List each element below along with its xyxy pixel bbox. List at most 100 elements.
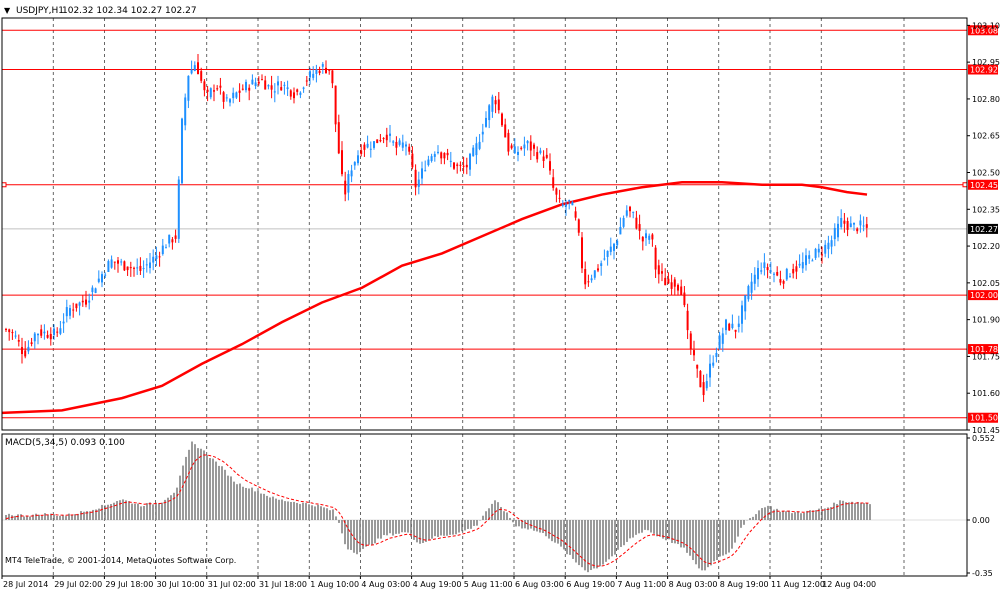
level-handle-right[interactable] [962,182,968,188]
time-label: 28 Jul 2014 [3,580,48,589]
candle-body [821,254,823,256]
candle-body [219,85,222,88]
level-label-box [968,344,998,355]
level-label: 102.92 [970,66,998,75]
horizontal-level-lines[interactable]: 103.08 102.92 102.45 102.00 101.78 101.50 102.… [1,25,998,423]
candle-body [232,92,235,99]
candle-body [104,274,107,276]
level-label: 102.00 [970,291,998,300]
candle-body [792,268,795,274]
candle-body [395,141,398,148]
candle-body [705,381,708,389]
candle-body [430,156,433,161]
candle-body [417,179,420,187]
candle-body [833,227,836,240]
candle-body [661,271,663,274]
candle-body [491,96,494,112]
candle-body [267,85,270,87]
candle-body [357,155,359,164]
macd-signal-line [5,454,871,567]
candle-body [587,281,590,283]
bid-label: 102.27 [970,225,998,234]
candle-body [37,333,39,336]
candle-body [85,299,87,305]
price-tick-label: 102.65 [972,132,1000,141]
level-label-box [968,412,998,423]
level-handle-left[interactable] [1,182,7,188]
candle-body [341,150,343,175]
candle-body [94,288,97,293]
candle-body [353,162,356,166]
candle-body [613,243,615,251]
candle-body [117,260,119,264]
candle-body [859,220,862,226]
candle-body [472,147,475,157]
candle-body [424,170,427,172]
candle-body [75,303,78,309]
candle-body [856,228,859,232]
candle-body [245,81,247,91]
time-label: 29 Jul 18:00 [105,580,153,589]
candle-body [731,323,734,329]
candle-body [590,278,593,281]
macd-tick-label: -0.35 [972,569,993,578]
candle-body [440,152,443,159]
candle-body [411,153,414,168]
time-label: 4 Aug 19:00 [413,580,462,589]
candle-body [846,220,849,230]
level-label-box [968,64,998,75]
candle-body [520,147,523,149]
candle-body [331,70,334,84]
candle-body [465,164,468,168]
candle-body [622,217,625,227]
candle-body [817,248,820,253]
candle-body [347,174,350,193]
candle-body [270,85,273,90]
candle-body [549,161,551,171]
symbol-label: USDJPY,H1 [16,6,64,16]
candle-body [616,240,619,246]
price-tick-label: 102.35 [972,205,1000,214]
level-label: 102.45 [970,181,998,190]
candle-body [597,268,599,271]
candle-body [296,89,299,92]
candle-body [30,342,33,345]
candle-body [241,88,244,90]
candle-body [200,71,203,81]
candle-body [478,141,481,149]
candle-body [101,274,103,283]
candle-body [568,199,571,202]
candle-body [24,350,27,357]
candle-body [360,150,363,154]
candle-body [805,255,807,266]
candle-body [619,226,622,235]
candle-body [110,259,113,268]
price-tick-label: 102.80 [972,95,1000,104]
price-tick-label: 101.60 [972,389,1000,398]
candle-body [392,141,395,143]
candle-body [187,75,190,101]
candle-body [789,276,791,278]
candle-body [264,80,267,90]
candle-body [277,81,279,86]
bid-label-box [968,223,998,234]
time-label: 6 Aug 03:00 [515,580,564,589]
candle-body [485,117,487,127]
candle-body [401,142,404,148]
macd-label: MACD(5,34,5) 0.093 0.100 [5,438,125,448]
candle-body [433,154,436,157]
candle-body [408,146,411,152]
candle-body [312,73,315,78]
candle-body [603,258,606,260]
candle-body [139,265,142,271]
candle-body [123,261,126,271]
candle-body [325,67,327,74]
level-label-box [968,179,998,190]
symbol-arrow-icon[interactable]: ▼ [4,6,11,15]
candle-body [40,329,43,336]
candle-body [302,87,305,89]
candle-body [369,148,372,150]
candle-body [254,82,257,87]
